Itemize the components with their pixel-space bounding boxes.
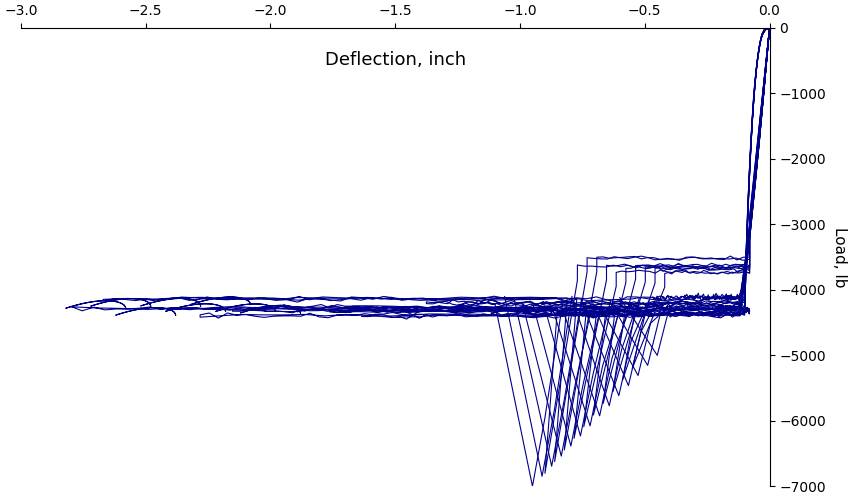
Y-axis label: Load, lb: Load, lb bbox=[831, 227, 847, 287]
Text: Deflection, inch: Deflection, inch bbox=[325, 51, 465, 69]
